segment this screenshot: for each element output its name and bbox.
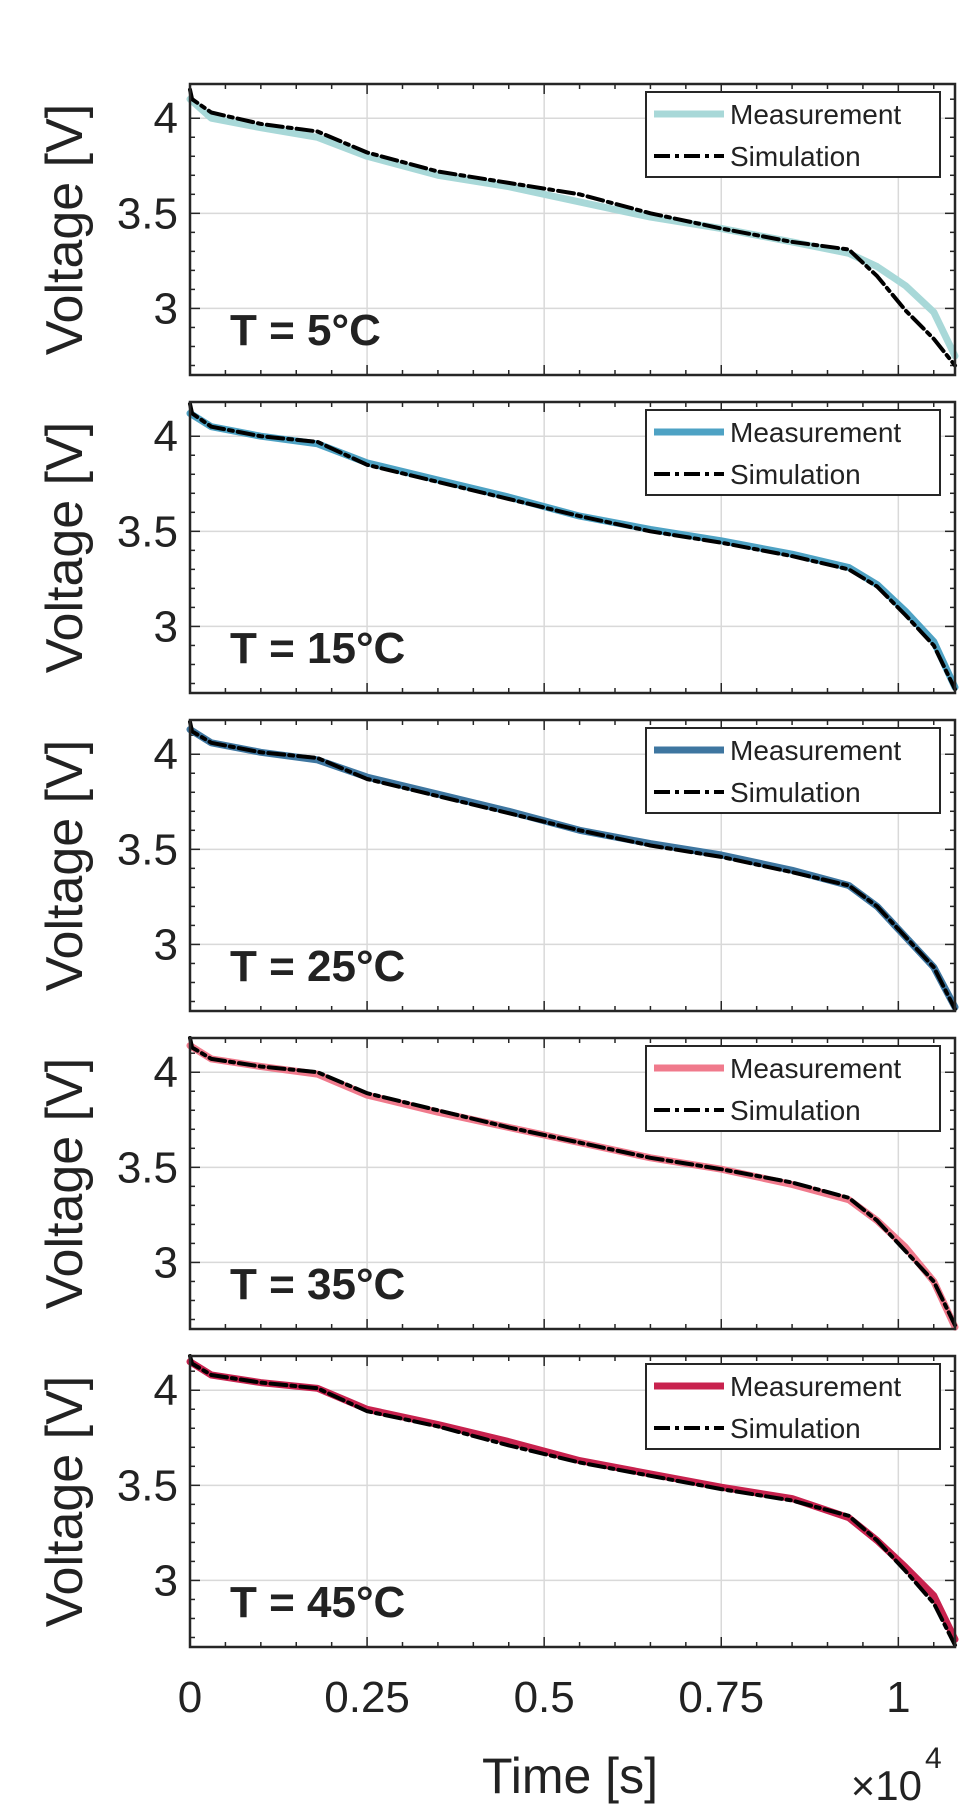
legend-box (645, 1363, 941, 1450)
y-axis-label: Voltage [V] (36, 104, 94, 356)
series-line-simulation (188, 1036, 957, 1328)
legend-box (645, 1045, 941, 1132)
legend: Measurement Simulation (645, 91, 941, 178)
legend: Measurement Simulation (645, 727, 941, 814)
y-tick-label: 4 (154, 94, 178, 143)
y-axis-label: Voltage [V] (36, 1058, 94, 1310)
legend-label: Measurement (730, 735, 901, 766)
axes-box (188, 1036, 957, 1331)
y-tick-label: 3.5 (117, 825, 178, 874)
x-axis-exponent: 4 (925, 1742, 942, 1775)
axes-box (188, 400, 957, 695)
legend-label: Simulation (730, 1095, 861, 1126)
legend-box (645, 727, 941, 814)
y-tick-label: 3.5 (117, 189, 178, 238)
legend-label: Simulation (730, 777, 861, 808)
x-tick-label: 0.5 (514, 1673, 575, 1722)
temperature-annotation: T = 15°C (230, 624, 405, 673)
y-tick-label: 4 (154, 412, 178, 461)
y-tick-label: 3 (154, 920, 178, 969)
x-axis-multiplier: ×10 (851, 1762, 922, 1806)
axes-box (188, 82, 957, 377)
axes-box (188, 718, 957, 1013)
legend: Measurement Simulation (645, 409, 941, 496)
y-tick-label: 3.5 (117, 507, 178, 556)
panel-2: 3 3.5 4 Voltage [V] T = 15°C Measurement Simul… (36, 400, 959, 695)
series-line-simulation (188, 719, 957, 1012)
y-tick-label: 3.5 (117, 1461, 178, 1510)
panel-4: 3 3.5 4 Voltage [V] T = 35°C Measurement Simul… (36, 1036, 959, 1331)
x-tick-labels: 0 0.25 0.5 0.75 1 (178, 1673, 911, 1722)
x-tick-label: 0.25 (324, 1673, 410, 1722)
panel-5: 3 3.5 4 Voltage [V] T = 45°C Measurement Simul… (36, 1354, 959, 1649)
temperature-annotation: T = 35°C (230, 1260, 405, 1309)
panel-3: 3 3.5 4 Voltage [V] T = 25°C Measurement Simul… (36, 718, 959, 1013)
x-tick-label: 0.75 (678, 1673, 764, 1722)
x-tick-label: 1 (886, 1673, 910, 1722)
y-tick-label: 3 (154, 1556, 178, 1605)
y-tick-label: 3 (154, 284, 178, 333)
series-line-simulation (188, 87, 957, 368)
temperature-annotation: T = 45°C (230, 1578, 405, 1627)
legend-box (645, 409, 941, 496)
temperature-annotation: T = 25°C (230, 942, 405, 991)
x-tick-label: 0 (178, 1673, 202, 1722)
y-tick-label: 3.5 (117, 1143, 178, 1192)
panel-1: 3 3.5 4 Voltage [V] T = 5°C Measurement Simula… (36, 82, 959, 377)
series-line-measurement (186, 95, 959, 360)
legend-label: Measurement (730, 1053, 901, 1084)
y-axis-label: Voltage [V] (36, 422, 94, 674)
legend-label: Measurement (730, 417, 901, 448)
legend-label: Measurement (730, 99, 901, 130)
series-line-simulation (188, 401, 957, 692)
y-tick-label: 4 (154, 1366, 178, 1415)
y-tick-label: 4 (154, 730, 178, 779)
x-axis-area: 0 0.25 0.5 0.75 1 Time [s] ×10 4 (178, 1673, 942, 1806)
legend-label: Measurement (730, 1371, 901, 1402)
legend-label: Simulation (730, 459, 861, 490)
panels: 3 3.5 4 Voltage [V] T = 5°C Measurement Simula… (36, 82, 959, 1649)
legend-label: Simulation (730, 141, 861, 172)
legend: Measurement Simulation (645, 1363, 941, 1450)
x-axis-label: Time [s] (482, 1748, 658, 1804)
y-tick-label: 3 (154, 602, 178, 651)
legend-label: Simulation (730, 1413, 861, 1444)
legend-box (645, 91, 941, 178)
temperature-annotation: T = 5°C (230, 306, 381, 355)
y-axis-label: Voltage [V] (36, 740, 94, 992)
y-tick-label: 4 (154, 1048, 178, 1097)
y-tick-label: 3 (154, 1238, 178, 1287)
y-axis-label: Voltage [V] (36, 1376, 94, 1628)
legend: Measurement Simulation (645, 1045, 941, 1132)
series-line-simulation (188, 1354, 957, 1648)
axes-box (188, 1354, 957, 1649)
